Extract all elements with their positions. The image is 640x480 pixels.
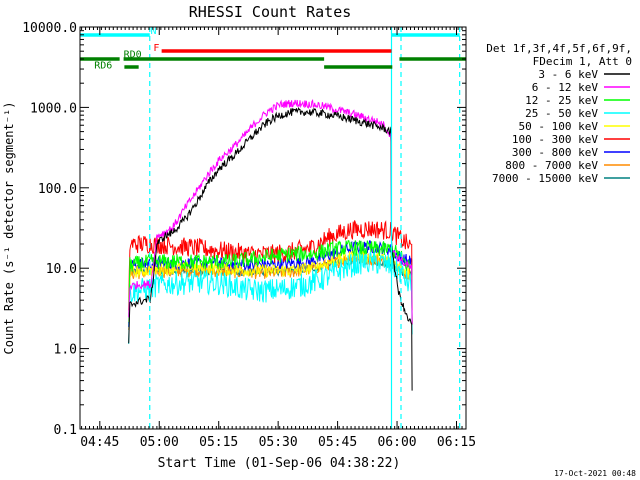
legend-label-12-25-kev: 12 - 25 keV <box>525 94 598 107</box>
x-tick-label: 05:45 <box>318 435 357 450</box>
legend: Det 1f,3f,4f,5f,6f,9f, FDecim 1, Att 0 3… <box>486 42 632 185</box>
y-tick-label: 1000.0 <box>30 101 77 116</box>
y-tick-label: 0.1 <box>54 423 77 438</box>
x-tick-label: 06:00 <box>377 435 416 450</box>
legend-label-6-12-kev: 6 - 12 keV <box>532 81 599 94</box>
x-tick-label: 04:45 <box>80 435 119 450</box>
generation-timestamp: 17-Oct-2021 00:48 <box>554 469 636 478</box>
y-tick-label: 1.0 <box>54 343 77 358</box>
legend-label-7000-15000-kev: 7000 - 15000 keV <box>492 172 598 185</box>
chart-title: RHESSI Count Rates <box>189 3 352 21</box>
series-line-50-100-kev <box>128 250 413 325</box>
axis-layer: 04:45 05:00 05:15 05:30 05:45 06:00 06:15 0.1 1.… <box>22 21 476 450</box>
y-axis-label: Count Rate (s⁻¹ detector segment⁻¹) <box>2 102 16 355</box>
annotation-label-rd6: RD6 <box>94 61 112 72</box>
series-line-3-6-kev <box>128 106 413 391</box>
annotation-layer: NF RD0 RD6 <box>80 26 466 429</box>
x-tick-label: 05:00 <box>140 435 179 450</box>
legend-label-800-7000-kev: 800 - 7000 keV <box>505 159 598 172</box>
series-line-25-50-kev <box>128 249 413 344</box>
y-tick-label: 10000.0 <box>22 21 77 36</box>
plot-frame <box>79 26 467 430</box>
y-tick-label: 100.0 <box>38 182 77 197</box>
legend-label-100-300-kev: 100 - 300 keV <box>512 133 598 146</box>
x-tick-label: 05:15 <box>199 435 238 450</box>
series-line-6-12-kev <box>128 99 413 325</box>
legend-label-3-6-kev: 3 - 6 keV <box>538 68 598 81</box>
annotation-label-rd0: RD0 <box>124 49 142 60</box>
legend-label-300-800-kev: 300 - 800 keV <box>512 146 598 159</box>
legend-label-25-50-kev: 25 - 50 keV <box>525 107 598 120</box>
series-line-12-25-kev <box>128 239 413 325</box>
legend-header-line-2: FDecim 1, Att 0 <box>533 55 632 68</box>
series-layer <box>128 99 413 391</box>
x-tick-label: 06:15 <box>437 435 476 450</box>
legend-label-50-100-kev: 50 - 100 keV <box>519 120 599 133</box>
x-tick-label: 05:30 <box>259 435 298 450</box>
legend-header-line-1: Det 1f,3f,4f,5f,6f,9f, <box>486 42 632 55</box>
x-axis-label: Start Time (01-Sep-06 04:38:22) <box>158 456 401 471</box>
annotation-label-n: N <box>151 26 157 37</box>
y-tick-label: 10.0 <box>46 262 77 277</box>
annotation-label-f: F <box>153 43 159 54</box>
